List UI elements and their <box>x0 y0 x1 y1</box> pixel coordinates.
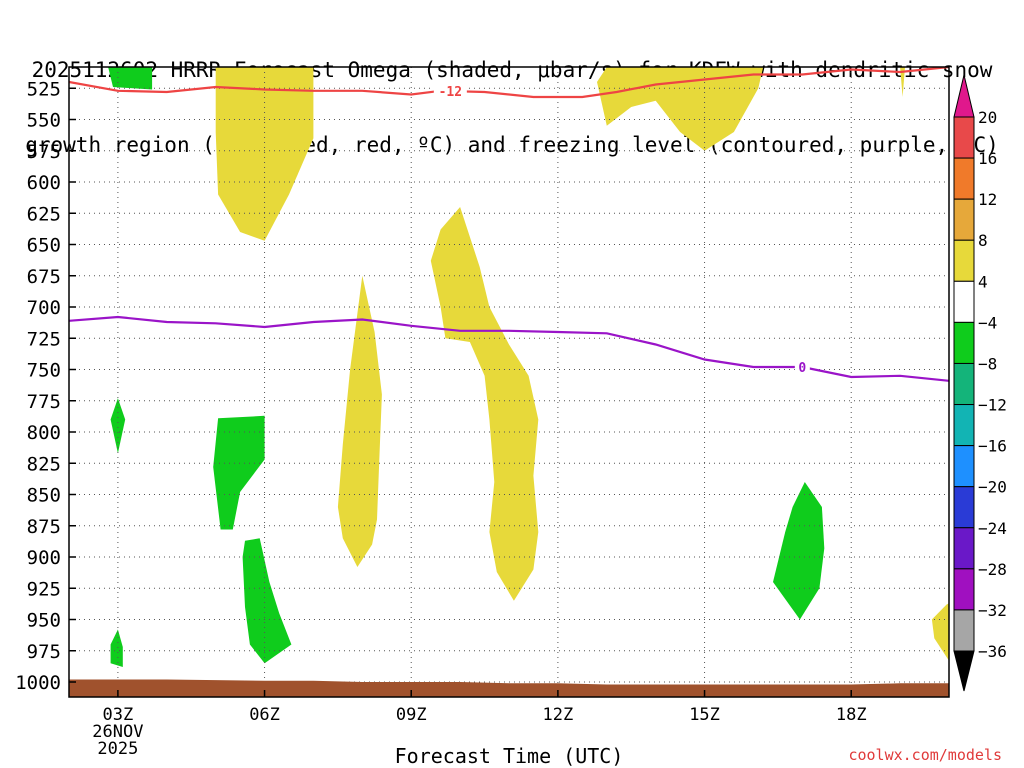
y-tick-label-675: 675 <box>27 266 61 288</box>
colorbar-label-3: 8 <box>978 231 988 250</box>
y-tick-label-975: 975 <box>27 641 61 663</box>
contour-labels: -12 0 <box>433 82 810 376</box>
grid-lines <box>69 67 949 697</box>
colorbar-label-10: −24 <box>978 519 1007 538</box>
omega-neg-B <box>213 415 265 530</box>
colorbar-label-2: 12 <box>978 190 997 209</box>
colorbar-label-7: −12 <box>978 396 1007 415</box>
y-tick-label-925: 925 <box>27 578 61 600</box>
x-tick-label-03Z: 03Z <box>103 705 134 725</box>
colorbar-label-1: 16 <box>978 149 997 168</box>
colorbar: 20 16 12 8 4 −4 −8 −12 −16 −20 −24 −28 −32 −36 <box>953 74 1007 692</box>
colorbar-top-arrow <box>953 74 975 118</box>
colorbar-segment-10 <box>953 527 975 570</box>
y-tick-label-750: 750 <box>27 360 61 382</box>
colorbar-segment-3 <box>953 239 975 282</box>
x-tick-date-label: 26NOV <box>92 722 143 742</box>
colorbar-segment-5 <box>953 321 975 364</box>
y-tick-label-825: 825 <box>27 453 61 475</box>
omega-pos-B <box>597 67 764 151</box>
dgz-contour-line <box>69 67 949 99</box>
y-tick-label-650: 650 <box>27 235 61 257</box>
colorbar-bottom-arrow <box>953 650 975 692</box>
colorbar-label-4: 4 <box>978 272 988 291</box>
y-tick-label-575: 575 <box>27 141 61 163</box>
colorbar-segment-7 <box>953 404 975 447</box>
freezing-level-contour-label-bg <box>794 359 810 375</box>
omega-neg-F <box>773 482 825 620</box>
y-tick-label-700: 700 <box>27 297 61 319</box>
omega-pos-E <box>931 603 949 661</box>
x-tick-label-15Z: 15Z <box>689 705 720 725</box>
colorbar-segment-4 <box>953 280 975 323</box>
contours <box>69 67 949 382</box>
colorbar-segment-12 <box>953 609 975 652</box>
x-tick-label-18Z: 18Z <box>836 705 867 725</box>
y-tick-label-850: 850 <box>27 485 61 507</box>
y-tick-label-950: 950 <box>27 610 61 632</box>
omega-neg-C <box>242 538 292 664</box>
y-tick-label-600: 600 <box>27 172 61 194</box>
x-tick-year-label: 2025 <box>97 739 138 759</box>
credit-link[interactable]: coolwx.com/models <box>848 746 1002 764</box>
colorbar-segment-9 <box>953 486 975 529</box>
x-tick-label-09Z: 09Z <box>396 705 427 725</box>
colorbar-segment-1 <box>953 157 975 200</box>
omega-pos-C <box>430 207 539 601</box>
colorbar-segment-11 <box>953 568 975 611</box>
omega-neg-D <box>110 398 126 454</box>
x-tick-label-12Z: 12Z <box>543 705 574 725</box>
colorbar-segment-2 <box>953 198 975 241</box>
colorbar-segment-6 <box>953 362 975 406</box>
terrain <box>69 679 949 697</box>
y-tick-label-775: 775 <box>27 391 61 413</box>
y-tick-label-625: 625 <box>27 203 61 225</box>
y-tick-label-725: 725 <box>27 328 61 350</box>
colorbar-label-13: −36 <box>978 642 1007 661</box>
colorbar-label-8: −16 <box>978 437 1007 456</box>
axes: 525 550 575 600 625 650 675 700 725 750 775 800 825 8… <box>15 66 950 759</box>
omega-neg-A <box>108 67 153 90</box>
y-tick-label-800: 800 <box>27 422 61 444</box>
plot-frame <box>68 66 950 698</box>
colorbar-label-12: −32 <box>978 601 1007 620</box>
colorbar-segment-0 <box>953 116 975 159</box>
dgz-contour-label-bg <box>433 82 467 99</box>
terrain-fill <box>69 679 949 697</box>
x-axis-title: Forecast Time (UTC) <box>394 744 624 768</box>
colorbar-label-6: −8 <box>978 354 997 373</box>
omega-pos-A <box>215 67 314 241</box>
dgz-contour-label: -12 <box>439 85 462 100</box>
omega-neg-E <box>110 629 123 667</box>
y-tick-label-1000: 1000 <box>15 672 61 694</box>
y-tick-label-550: 550 <box>27 110 61 132</box>
y-tick-label-525: 525 <box>27 78 61 100</box>
y-tick-label-900: 900 <box>27 547 61 569</box>
colorbar-label-9: −20 <box>978 478 1007 497</box>
omega-pos-F <box>900 67 905 97</box>
omega-pos-D <box>337 275 382 567</box>
colorbar-label-11: −28 <box>978 560 1007 579</box>
freezing-level-contour-label: 0 <box>798 361 806 376</box>
y-tick-label-875: 875 <box>27 516 61 538</box>
colorbar-segment-8 <box>953 445 975 488</box>
omega-shading <box>108 67 949 667</box>
x-tick-label-06Z: 06Z <box>249 705 280 725</box>
colorbar-label-0: 20 <box>978 108 997 127</box>
colorbar-label-5: −4 <box>978 313 997 332</box>
